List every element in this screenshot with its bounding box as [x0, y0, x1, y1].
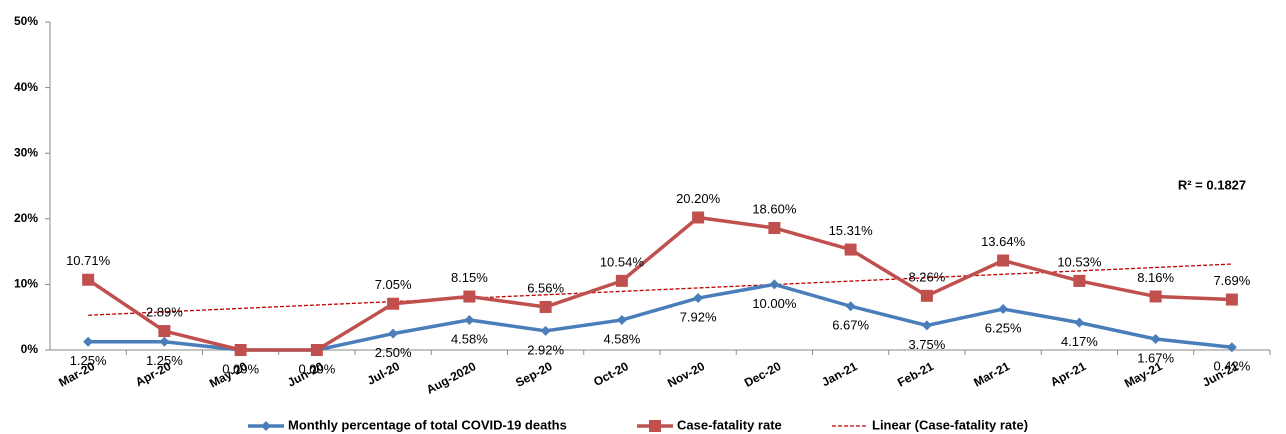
data-label: 0.42%: [1213, 359, 1250, 374]
point: [692, 211, 705, 224]
legend-marker: [261, 421, 271, 431]
legend-label: Case-fatality rate: [677, 417, 782, 432]
x-tick-label: Jan-21: [819, 359, 859, 389]
data-label: 1.25%: [70, 353, 107, 368]
point: [83, 336, 94, 347]
data-label: 4.17%: [1061, 334, 1098, 349]
point: [921, 320, 932, 331]
point: [768, 221, 781, 234]
point: [158, 325, 171, 338]
data-label: 20.20%: [676, 191, 721, 206]
legend-label: Linear (Case-fatality rate): [872, 417, 1028, 432]
point: [539, 300, 552, 313]
point: [1226, 342, 1237, 353]
data-label: 8.15%: [451, 270, 488, 285]
data-label: 8.26%: [908, 269, 945, 284]
point: [234, 344, 247, 356]
data-label: 0.00%: [298, 361, 335, 376]
data-label: 7.05%: [375, 277, 412, 292]
x-tick-label: Aug-2020: [424, 359, 479, 397]
x-tick-label: Mar-21: [971, 359, 1012, 390]
point: [1074, 317, 1085, 328]
point: [845, 301, 856, 312]
point: [82, 273, 95, 286]
data-label: 0.00%: [222, 361, 259, 376]
point: [1225, 293, 1238, 306]
data-label: 2.50%: [375, 345, 412, 360]
y-tick-label: 40%: [14, 80, 38, 94]
point: [693, 293, 704, 304]
y-tick-label: 10%: [14, 277, 38, 291]
point: [920, 289, 933, 302]
point: [616, 314, 627, 325]
point: [615, 274, 628, 287]
data-label: 6.56%: [527, 280, 564, 295]
point: [540, 325, 551, 336]
data-label: 1.25%: [146, 353, 183, 368]
data-label: 13.64%: [981, 234, 1026, 249]
y-tick-label: 50%: [14, 14, 38, 28]
data-label: 10.71%: [66, 253, 111, 268]
data-label: 2.92%: [527, 342, 564, 357]
x-tick-label: Dec-20: [742, 359, 784, 390]
data-label: 4.58%: [603, 331, 640, 346]
x-tick-label: Apr-21: [1048, 359, 1088, 389]
data-label: 3.75%: [908, 337, 945, 352]
point: [310, 344, 323, 356]
data-label: 18.60%: [752, 201, 797, 216]
data-label: 1.67%: [1137, 350, 1174, 365]
point: [844, 243, 857, 256]
point: [997, 254, 1010, 267]
point: [388, 328, 399, 339]
y-tick-label: 20%: [14, 211, 38, 225]
r2-annotation: R² = 0.1827: [1178, 177, 1246, 192]
point: [998, 304, 1009, 314]
x-tick-label: Jul-20: [365, 359, 402, 388]
point: [463, 290, 476, 303]
data-label: 7.69%: [1213, 273, 1250, 288]
series-line: [87, 215, 1232, 352]
x-tick-label: Oct-20: [591, 359, 631, 389]
x-tick-label: Nov-20: [665, 359, 707, 390]
data-label: 7.92%: [680, 309, 717, 324]
point: [1073, 274, 1086, 287]
data-label: 10.54%: [600, 254, 645, 269]
data-label: 6.67%: [832, 318, 869, 333]
point: [159, 336, 170, 347]
point: [464, 314, 475, 325]
data-label: 10.53%: [1057, 254, 1102, 269]
point: [1150, 334, 1161, 345]
data-label: 15.31%: [829, 223, 874, 238]
legend-marker: [649, 420, 661, 432]
data-label: 8.16%: [1137, 270, 1174, 285]
legend-label: Monthly percentage of total COVID-19 dea…: [288, 417, 567, 432]
trendline: [88, 263, 1232, 316]
point: [769, 279, 780, 290]
data-label: 2.89%: [146, 304, 183, 319]
data-label: 10.00%: [752, 296, 797, 311]
point: [387, 297, 400, 310]
x-tick-label: Feb-21: [895, 359, 936, 390]
x-tick-label: Sep-20: [513, 359, 555, 390]
data-label: 4.58%: [451, 331, 488, 346]
data-label: 6.25%: [985, 320, 1022, 335]
point: [1149, 290, 1162, 303]
y-tick-label: 0%: [21, 342, 39, 356]
y-tick-label: 30%: [14, 145, 38, 159]
